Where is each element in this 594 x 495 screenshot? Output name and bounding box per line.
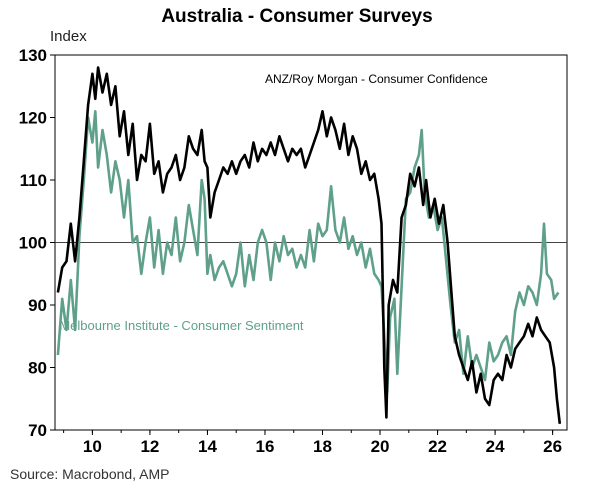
source-note: Source: Macrobond, AMP bbox=[10, 466, 170, 482]
y-tick-label: 120 bbox=[19, 109, 47, 128]
y-tick-label: 80 bbox=[28, 359, 47, 378]
chart-title: Australia - Consumer Surveys bbox=[161, 6, 433, 27]
y-tick-label: 130 bbox=[19, 46, 47, 65]
y-tick-label: 90 bbox=[28, 296, 47, 315]
y-axis-label: Index bbox=[50, 28, 87, 45]
x-tick-label: 16 bbox=[256, 437, 275, 456]
x-tick-label: 26 bbox=[543, 437, 562, 456]
series-line-consumer-sentiment bbox=[56, 110, 560, 394]
y-tick-label: 100 bbox=[19, 234, 47, 253]
x-tick-label: 10 bbox=[83, 437, 102, 456]
label-consumer-confidence: ANZ/Roy Morgan - Consumer Confidence bbox=[265, 72, 488, 86]
x-tick-label: 14 bbox=[198, 437, 217, 456]
y-tick-label: 110 bbox=[20, 171, 47, 190]
x-tick-label: 24 bbox=[486, 437, 505, 456]
x-tick-label: 18 bbox=[313, 437, 332, 456]
x-tick-label: 12 bbox=[140, 437, 159, 456]
series-line-consumer-confidence bbox=[56, 66, 562, 424]
x-tick-label: 22 bbox=[428, 437, 447, 456]
x-tick-label: 20 bbox=[371, 437, 390, 456]
y-tick-label: 70 bbox=[28, 421, 47, 440]
label-consumer-sentiment: Melbourne Institute - Consumer Sentiment bbox=[59, 318, 304, 333]
